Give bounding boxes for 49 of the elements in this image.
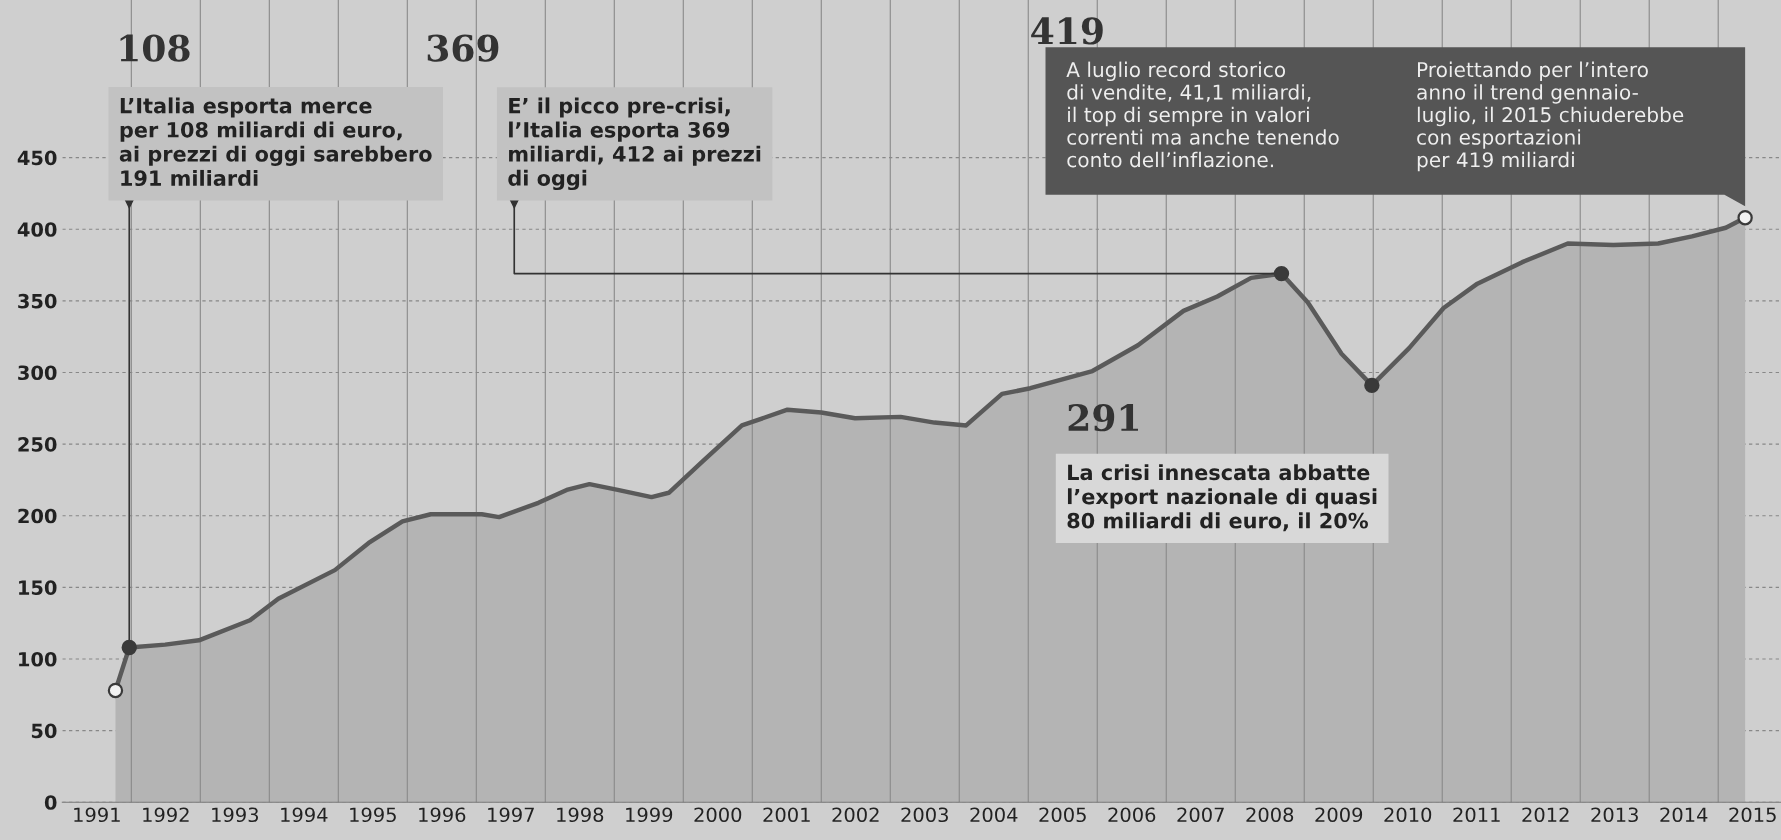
point: [121, 639, 137, 656]
x-tick-label: 2006: [1108, 807, 1156, 823]
y-tick-label: 100: [19, 651, 57, 667]
x-tick-label: 1991: [74, 807, 120, 823]
x-tick-label: 2011: [1453, 807, 1500, 823]
y-tick-label: 0: [44, 795, 57, 810]
annotation: 108: [120, 34, 190, 62]
x-tick-label: 1996: [419, 807, 466, 823]
x-tick-label: 2001: [763, 807, 810, 823]
annotation: A luglio record storico di vendite, 41,1 miliardi, il top di sempre in valori correnti ma anche tenendo conto dell’inflazione.: [1066, 61, 1339, 168]
point: [1273, 265, 1290, 282]
x-tick-label: 2005: [1039, 807, 1086, 823]
x-tick-label: 2004: [970, 807, 1018, 823]
x-tick-label: 2013: [1591, 807, 1638, 823]
x-tick-label: 1997: [488, 807, 534, 823]
x-tick-label: 2009: [1315, 807, 1363, 823]
y-tick-label: 250: [18, 437, 57, 452]
annotation: 291: [1068, 404, 1138, 432]
x-tick-label: 1994: [281, 807, 328, 823]
annotation: La crisi innescata abbatte l’export nazionale di quasi 80 miliardi di euro, il 20%: [1067, 464, 1377, 532]
y-tick-label: 300: [18, 365, 57, 381]
y-tick-label: 200: [18, 508, 57, 524]
x-tick-label: 1998: [557, 807, 604, 823]
point: [107, 682, 124, 699]
x-tick-label: 2012: [1522, 807, 1569, 823]
annotation: 369: [427, 34, 499, 62]
annotation: 419: [1031, 17, 1103, 45]
x-tick-label: 1995: [350, 807, 396, 823]
x-tick-label: 2008: [1246, 807, 1294, 823]
x-tick-label: 2003: [901, 807, 948, 823]
x-tick-label: 1993: [212, 807, 259, 823]
x-tick-label: 2015: [1729, 807, 1776, 823]
y-tick-label: 150: [19, 580, 57, 595]
x-tick-label: 2002: [832, 807, 879, 823]
y-tick-label: 450: [17, 150, 57, 166]
annotation: Proiettando per l’intero anno il trend gennaio- luglio, il 2015 chiuderebbe con esportazioni per 419 miliardi: [1417, 61, 1684, 172]
point: [1737, 210, 1753, 226]
x-tick-label: 2007: [1177, 807, 1224, 823]
x-tick-label: 1999: [626, 807, 673, 823]
annotation: L’Italia esporta merce per 108 miliardi di euro, ai prezzi di oggi sarebbero 191 miliardi: [119, 97, 432, 187]
x-tick-label: 2010: [1384, 807, 1432, 823]
y-tick-label: 350: [18, 293, 57, 309]
x-tick-label: 1992: [143, 807, 189, 823]
x-tick-label: 2000: [694, 807, 742, 823]
x-tick-label: 2014: [1660, 807, 1708, 823]
y-tick-label: 50: [31, 723, 57, 739]
y-tick-label: 400: [17, 222, 57, 237]
annotation: E’ il picco pre-crisi, l’Italia esporta 369 miliardi, 412 ai prezzi di oggi: [508, 97, 761, 191]
point: [1364, 377, 1380, 394]
